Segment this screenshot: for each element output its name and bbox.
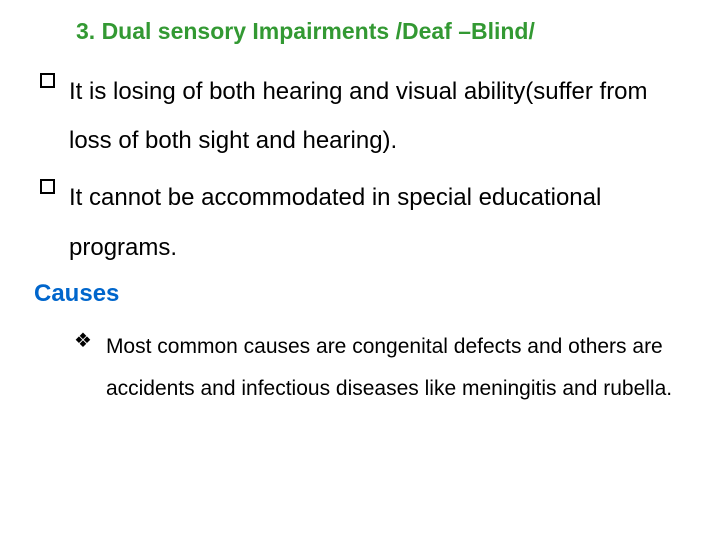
sub-bullet-1: ❖ Most common causes are congenital defe… [74,326,688,410]
bullet-text-1: It is losing of both hearing and visual … [69,67,688,165]
bullet-item-2: It cannot be accommodated in special edu… [32,173,688,271]
square-bullet-icon [40,179,55,194]
bullet-text-2: It cannot be accommodated in special edu… [69,173,688,271]
slide-title: 3. Dual sensory Impairments /Deaf –Blind… [76,18,688,45]
bullet-item-1: It is losing of both hearing and visual … [32,67,688,165]
square-bullet-icon [40,73,55,88]
diamond-bullet-icon: ❖ [74,328,92,353]
causes-heading: Causes [34,280,688,308]
sub-bullet-text-1: Most common causes are congenital defect… [106,326,688,410]
